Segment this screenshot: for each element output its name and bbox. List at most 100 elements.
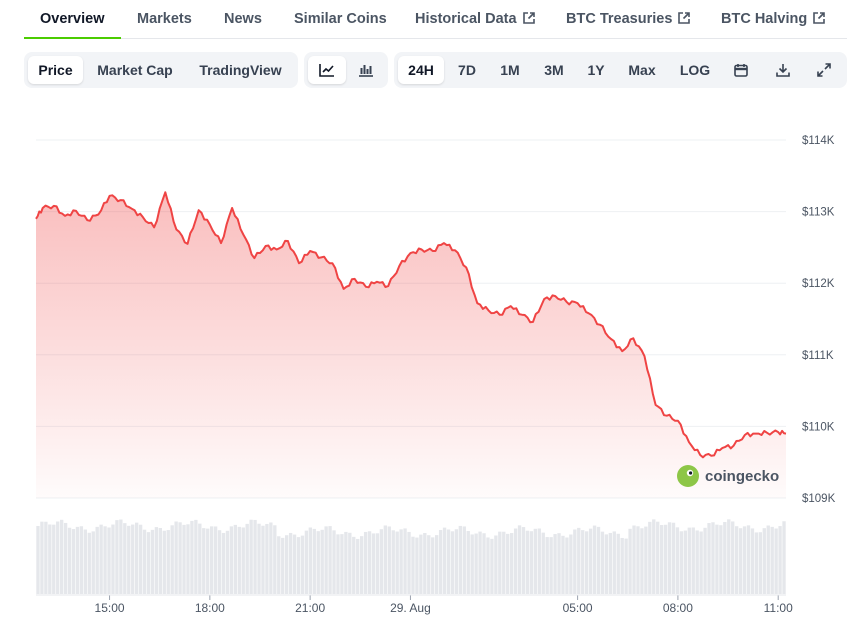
line-chart-button[interactable]: [308, 56, 346, 84]
volume-bar: [419, 534, 423, 594]
x-tick-label: 29. Aug: [390, 601, 431, 615]
volume-bar: [632, 525, 636, 594]
volume-bar: [87, 532, 91, 594]
volume-bar: [363, 531, 368, 594]
volume-bar: [746, 525, 751, 594]
volume-bar: [83, 529, 88, 594]
volume-bar: [478, 531, 482, 594]
volume-bar: [490, 538, 494, 594]
volume-bar: [348, 532, 352, 594]
range-max-button[interactable]: Max: [628, 62, 656, 78]
volume-bar: [162, 530, 166, 594]
volume-bar: [458, 525, 463, 594]
volume-bar: [553, 534, 557, 594]
volume-bar: [462, 526, 466, 594]
tradingview-view-button[interactable]: TradingView: [199, 62, 282, 78]
volume-bar: [573, 529, 577, 594]
volume-bar: [198, 523, 202, 594]
volume-bar: [588, 528, 593, 594]
tab-similar-coins[interactable]: Similar Coins: [294, 0, 387, 38]
fullscreen-icon: [817, 63, 831, 77]
volume-bar: [557, 533, 561, 594]
volume-bar: [59, 519, 64, 594]
volume-bar: [774, 528, 778, 594]
x-tick-label: 18:00: [195, 601, 225, 615]
volume-bar: [154, 527, 159, 594]
volume-bar: [403, 528, 407, 594]
volume-bar: [115, 520, 119, 594]
volume-bar: [782, 521, 786, 594]
external-link-icon: [522, 1, 535, 24]
tab-overview[interactable]: Overview: [24, 0, 120, 39]
volume-bar: [229, 526, 234, 594]
price-line: [35, 191, 787, 459]
range-1y-button[interactable]: 1Y: [587, 62, 605, 78]
volume-bar: [174, 521, 178, 594]
date-picker-button[interactable]: [727, 56, 755, 84]
volume-bar: [450, 531, 455, 594]
volume-bar: [695, 530, 699, 594]
volume-bar: [592, 525, 597, 594]
tab-btc-treasuries[interactable]: BTC Treasuries: [566, 0, 691, 38]
volume-bar: [648, 521, 652, 594]
volume-bar: [470, 534, 474, 594]
volume-bar: [498, 531, 502, 594]
volume-bar: [687, 527, 691, 594]
volume-bar: [770, 526, 774, 594]
volume-bar: [245, 523, 249, 594]
volume-bar: [91, 531, 95, 594]
market-cap-view-button[interactable]: Market Cap: [97, 62, 173, 78]
range-24h-button[interactable]: 24H: [398, 56, 444, 84]
volume-bar: [316, 531, 320, 594]
volume-bar: [371, 533, 376, 594]
volume-bar: [320, 529, 324, 594]
volume-bar: [213, 526, 218, 594]
volume-bar: [383, 525, 388, 594]
download-button[interactable]: [769, 56, 797, 84]
volume-bar: [150, 529, 155, 594]
volume-bar: [79, 526, 84, 594]
watermark-text: coingecko: [705, 468, 779, 485]
volume-bar: [63, 522, 68, 594]
volume-bar: [474, 533, 478, 594]
volume-bar: [667, 522, 672, 594]
volume-bar: [663, 524, 668, 594]
volume-bar: [509, 533, 514, 594]
volume-bar: [766, 525, 770, 594]
volume-bar: [206, 528, 210, 594]
volume-bar: [624, 538, 628, 594]
price-chart[interactable]: $109K $110K $111K $112K $113K $114K 15:00 18:0…: [0, 100, 847, 625]
ohlc-chart-button[interactable]: [348, 56, 384, 84]
tab-btc-halving[interactable]: BTC Halving: [721, 0, 826, 38]
range-7d-button[interactable]: 7D: [458, 62, 476, 78]
volume-bar: [352, 536, 356, 594]
volume-bar: [375, 533, 380, 594]
volume-bar: [636, 526, 640, 594]
volume-bar: [442, 527, 447, 594]
y-tick-label: $110K: [802, 421, 835, 433]
log-scale-button[interactable]: LOG: [679, 62, 711, 78]
volume-bar: [273, 525, 277, 594]
price-view-button[interactable]: Price: [28, 56, 83, 84]
volume-bar: [644, 526, 648, 594]
tab-news[interactable]: News: [224, 0, 262, 38]
volume-bar: [399, 529, 403, 594]
volume-bar: [640, 528, 644, 594]
volume-bar: [123, 523, 127, 594]
volume-bar: [754, 532, 759, 594]
tab-historical-data[interactable]: Historical Data: [415, 0, 535, 38]
volume-bar: [257, 523, 261, 594]
volume-bar: [296, 537, 301, 594]
range-1m-button[interactable]: 1M: [500, 62, 520, 78]
volume-bar: [75, 526, 80, 594]
chart-mode-switch: [304, 52, 388, 88]
volume-bar: [131, 524, 135, 594]
volume-bar: [142, 529, 147, 594]
range-3m-button[interactable]: 3M: [544, 62, 564, 78]
tab-markets[interactable]: Markets: [137, 0, 192, 38]
volume-bar: [620, 537, 624, 594]
volume-bar: [249, 519, 253, 594]
fullscreen-button[interactable]: [810, 56, 838, 84]
volume-bar: [119, 519, 123, 594]
volume-bar: [308, 527, 313, 594]
